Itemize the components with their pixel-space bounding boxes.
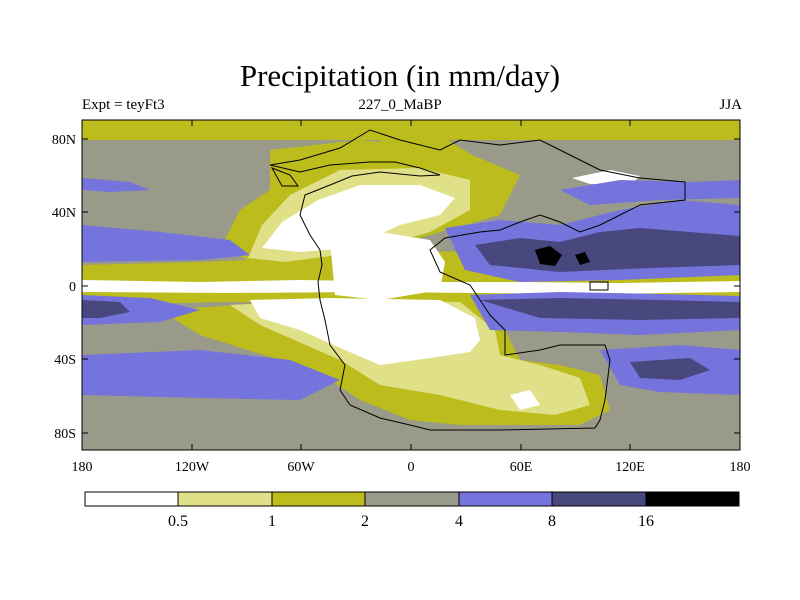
colorbar-label: 16 [638,513,654,530]
colorbar-label: 2 [361,513,369,530]
y-tick-label: 40S [54,353,76,368]
colorbar-box [364,491,460,507]
y-tick-label: 0 [69,280,76,295]
season-label: JJA [719,97,742,113]
colorbar-box [177,491,273,507]
y-tick-label: 80N [52,133,76,148]
colorbar-box [645,491,740,507]
north-wet-streak [82,178,150,192]
colorbar-label: 0.5 [168,513,188,530]
colorbar-box [84,491,179,507]
x-tick-marks [81,120,741,450]
experiment-label: Expt = teyFt3 [82,97,165,113]
x-tick-label: 120W [175,460,210,475]
equatorial-dry-strip [82,280,740,294]
y-tick-label: 40N [52,206,76,221]
colorbar-label: 4 [455,513,463,530]
x-tick-label: 180 [730,460,751,475]
north-olive-patch [380,128,480,165]
colorbar-label: 8 [548,513,556,530]
island-outline [270,167,299,187]
colorbar-box [271,491,366,507]
continent-outline [269,129,686,431]
sw-wet-core [82,300,130,318]
colorbar-box [458,491,553,507]
colorbar-label: 1 [268,513,276,530]
extreme-precip-cell-2 [575,252,590,265]
south-equatorial-core [480,298,740,320]
small-island-outline [589,281,609,291]
south-arid-patch [510,390,540,410]
colorbar-box [551,491,647,507]
x-tick-label: 60W [287,460,315,475]
south-arid-core [250,298,480,365]
y-tick-label: 80S [54,427,76,442]
south-storm-track [82,350,340,400]
extreme-precip-cell-1 [535,246,562,266]
x-tick-label: 0 [408,460,415,475]
se-wet-core [630,358,710,380]
ne-upper-band [560,180,740,205]
nw-wet-band [82,225,250,262]
x-tick-label: 60E [510,460,533,475]
x-tick-label: 180 [72,460,93,475]
colorbar [84,491,740,507]
precip-field [82,120,740,450]
time-label: 227_0_MaBP [358,97,442,113]
plot-title: Precipitation (in mm/day) [239,58,561,93]
y-tick-marks [82,138,740,434]
x-tick-label: 120E [615,460,645,475]
